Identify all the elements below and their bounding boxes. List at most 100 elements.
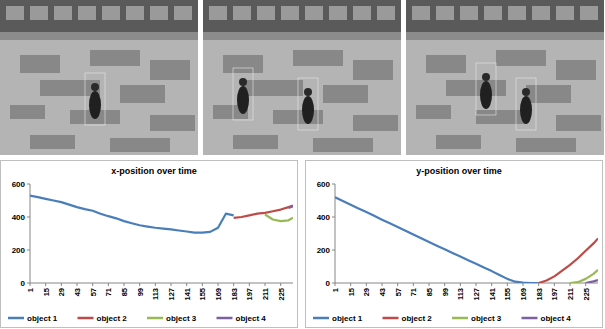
photo xyxy=(0,0,198,155)
window xyxy=(580,6,598,20)
wall xyxy=(0,0,198,32)
x-tick-label: 113 xyxy=(456,288,465,300)
legend-swatch xyxy=(78,317,94,320)
window xyxy=(508,6,526,20)
plot-area xyxy=(30,196,293,233)
floor-tile xyxy=(233,135,278,149)
x-tick-label: 99 xyxy=(441,288,450,296)
legend-label: object 4 xyxy=(236,314,267,323)
track-box xyxy=(476,63,496,115)
track-box xyxy=(233,68,253,120)
y-tick-label: 600 xyxy=(12,180,26,189)
ledge xyxy=(406,32,604,40)
window xyxy=(353,6,371,20)
floor-tile xyxy=(353,60,393,80)
y-tick-label: 200 xyxy=(12,246,26,255)
y-axis xyxy=(335,184,336,283)
chart-title: x-position over time xyxy=(111,166,197,176)
window xyxy=(436,6,454,20)
window xyxy=(484,6,502,20)
floor-tile xyxy=(10,105,45,119)
x-tick-label: 127 xyxy=(167,288,176,301)
floor-tile xyxy=(436,135,481,149)
person xyxy=(302,96,314,124)
series-line xyxy=(586,280,598,283)
person-head xyxy=(304,88,312,96)
chart-title: y-position over time xyxy=(416,166,502,176)
person-head xyxy=(482,73,490,81)
x-tick-label: 43 xyxy=(378,288,387,296)
window xyxy=(78,6,96,20)
series-line xyxy=(335,197,539,283)
floor-tile xyxy=(243,80,303,96)
track-box xyxy=(516,78,536,130)
x-tick-label: 57 xyxy=(89,288,98,296)
window xyxy=(281,6,299,20)
x-tick-label: 197 xyxy=(550,288,559,301)
x-tick-label: 71 xyxy=(104,288,113,296)
x-tick-label: 225 xyxy=(582,288,591,301)
y-tick-label: 0 xyxy=(21,279,26,288)
legend-swatch xyxy=(8,317,24,320)
floor-tile xyxy=(516,138,576,152)
plot-area xyxy=(335,197,598,283)
x-tick-label: 183 xyxy=(535,288,544,301)
person xyxy=(520,96,532,124)
floor xyxy=(203,0,401,155)
figure: x-position over time 0 200 400 600 1 15 29 43 57 7… xyxy=(0,0,605,329)
person xyxy=(480,81,492,109)
floor-tile xyxy=(323,85,368,103)
chart-frame xyxy=(306,161,603,328)
floor-tile xyxy=(556,60,596,80)
floor-tile xyxy=(20,55,60,73)
x-tick-label: 29 xyxy=(57,288,66,296)
x-tick-label: 183 xyxy=(230,288,239,301)
x-tick-label: 1 xyxy=(331,288,340,292)
floor-tile xyxy=(353,115,398,131)
window xyxy=(102,6,120,20)
x-tick-label: 169 xyxy=(214,288,223,301)
x-axis xyxy=(335,283,598,284)
x-tick-label: 155 xyxy=(503,288,512,301)
y-tick-label: 600 xyxy=(317,180,331,189)
series-line xyxy=(539,238,598,283)
legend-swatch xyxy=(313,317,329,320)
window xyxy=(150,6,168,20)
window xyxy=(532,6,550,20)
x-tick-label: 15 xyxy=(42,288,51,296)
series-line xyxy=(234,205,293,217)
track-box xyxy=(298,78,318,130)
floor-tile xyxy=(40,80,100,96)
window xyxy=(209,6,227,20)
legend-label: object 2 xyxy=(97,314,128,323)
window xyxy=(412,6,430,20)
window xyxy=(6,6,24,20)
x-tick-label: 29 xyxy=(362,288,371,296)
window xyxy=(460,6,478,20)
window xyxy=(233,6,251,20)
person xyxy=(89,91,101,119)
x-tick-label: 127 xyxy=(472,288,481,301)
floor xyxy=(0,0,198,155)
person-head xyxy=(522,88,530,96)
person xyxy=(237,86,249,114)
legend-label: object 1 xyxy=(332,314,363,323)
floor-tile xyxy=(416,105,451,119)
legend-swatch xyxy=(522,317,538,320)
x-tick-label: 141 xyxy=(183,288,192,301)
x-tick-label: 225 xyxy=(277,288,286,301)
series-line xyxy=(30,196,234,233)
x-tick-label: 197 xyxy=(245,288,254,301)
floor-tile xyxy=(110,138,170,152)
x-axis xyxy=(30,283,293,284)
x-tick-label: 1 xyxy=(26,288,35,292)
series-line xyxy=(265,215,293,222)
floor-tile xyxy=(313,138,373,152)
window xyxy=(126,6,144,20)
y-tick-label: 400 xyxy=(317,213,331,222)
series-line xyxy=(570,270,598,283)
x-tick-label: 57 xyxy=(394,288,403,296)
floor-tile xyxy=(426,55,466,73)
floor-tile xyxy=(120,85,165,103)
x-tick-label: 71 xyxy=(409,288,418,296)
